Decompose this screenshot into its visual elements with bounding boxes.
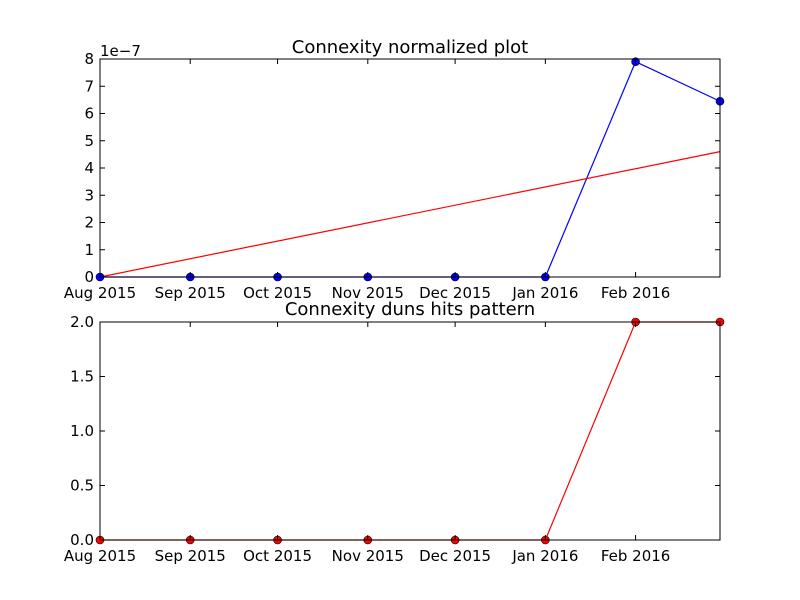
chart-connexity-normalized: Connexity normalized plot 1e−7 Aug 2015 S… [64,37,725,302]
series-line [99,151,721,278]
chart-title: Connexity duns hits pattern [285,299,535,320]
x-tick-label: Nov 2015 [332,547,404,565]
chart-connexity-duns-hits: Connexity duns hits pattern Aug 2015 Sep … [64,299,725,565]
x-tick-label: Jan 2016 [511,547,578,565]
x-tick-label: Sep 2015 [155,284,226,302]
x-tick-label: Feb 2016 [601,284,671,302]
y-tick-label: 1.0 [70,422,94,440]
y-tick-label: 7 [84,77,94,95]
x-tick-label: Oct 2015 [243,547,312,565]
x-tick-label: Oct 2015 [243,284,312,302]
y-tick-label: 5 [84,132,94,150]
y-tick-label: 4 [84,159,94,177]
chart-title: Connexity normalized plot [292,37,528,58]
y-tick-label: 2.0 [70,313,94,331]
y-tick-label: 1 [84,241,94,259]
y-tick-label: 0.5 [70,477,94,495]
x-tick-label: Jan 2016 [511,284,578,302]
y-tick-label: 2 [84,214,94,232]
x-tick-label: Aug 2015 [64,284,136,302]
y-offset-label: 1e−7 [100,42,141,60]
y-tick-label: 8 [84,50,94,68]
y-tick-label: 1.5 [70,368,94,386]
x-tick-label: Feb 2016 [601,547,671,565]
y-tick-label: 0 [84,268,94,286]
x-tick-label: Dec 2015 [419,547,491,565]
x-tick-label: Aug 2015 [64,547,136,565]
x-tick-label: Dec 2015 [419,284,491,302]
y-tick-label: 0.0 [70,531,94,549]
y-tick-label: 3 [84,186,94,204]
y-tick-label: 6 [84,105,94,123]
x-tick-label: Sep 2015 [155,547,226,565]
x-tick-label: Nov 2015 [332,284,404,302]
